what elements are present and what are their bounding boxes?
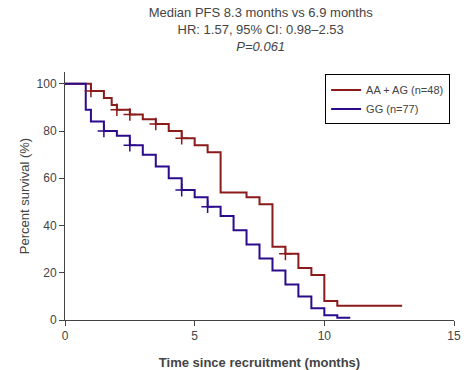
svg-text:60: 60 bbox=[43, 171, 57, 185]
svg-text:100: 100 bbox=[37, 77, 57, 91]
svg-text:AA + AG (n=48): AA + AG (n=48) bbox=[366, 84, 443, 96]
svg-text:80: 80 bbox=[43, 124, 57, 138]
svg-text:15: 15 bbox=[447, 329, 461, 343]
svg-text:0: 0 bbox=[50, 313, 57, 327]
svg-text:Median PFS 8.3 months vs 6.9 m: Median PFS 8.3 months vs 6.9 monthsHR: 1… bbox=[149, 5, 373, 54]
svg-text:GG (n=77): GG (n=77) bbox=[366, 103, 418, 115]
svg-text:Time since recruitment (months: Time since recruitment (months) bbox=[159, 355, 360, 370]
svg-text:0: 0 bbox=[62, 329, 69, 343]
svg-text:40: 40 bbox=[43, 219, 57, 233]
svg-text:20: 20 bbox=[43, 266, 57, 280]
svg-text:Percent survival (%): Percent survival (%) bbox=[17, 138, 32, 254]
svg-text:10: 10 bbox=[318, 329, 332, 343]
svg-text:5: 5 bbox=[191, 329, 198, 343]
